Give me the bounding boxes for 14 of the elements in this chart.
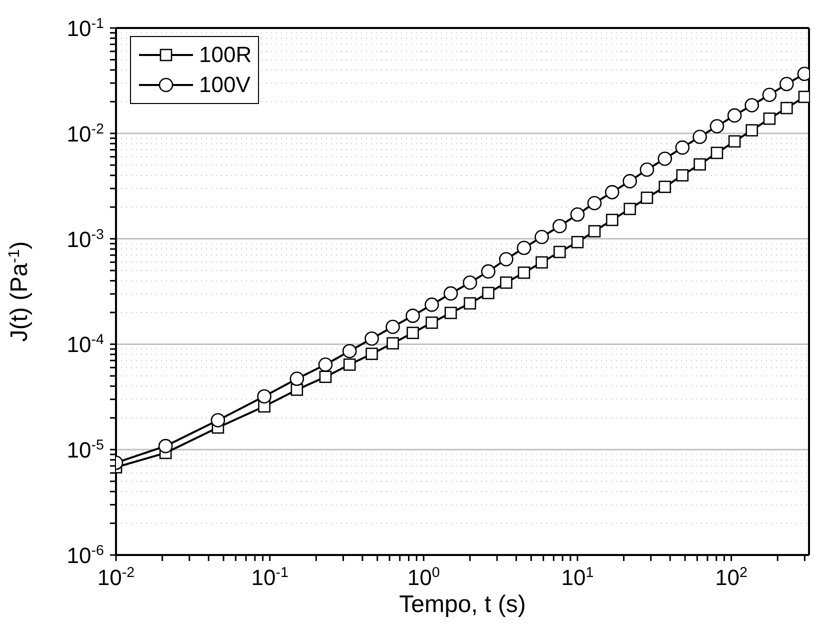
x-tick-label: 10$^{-1}$ [251, 565, 288, 590]
x-axis-title: Tempo, t (s) [399, 591, 526, 618]
y-tick-label: 10$^{-5}$ [66, 438, 104, 463]
legend-label: 100R [199, 42, 252, 68]
y-tick-label: 10$^{-1}$ [66, 16, 104, 41]
y-tick-label: 10$^{-6}$ [66, 543, 104, 568]
y-tick-label: 10$^{-4}$ [66, 332, 104, 358]
legend-label: 100V [199, 72, 250, 98]
x-tick-label: 10$^{2}$ [715, 565, 748, 590]
x-tick-label: 10$^{0}$ [407, 565, 440, 590]
x-tick-label: 10$^{1}$ [561, 565, 594, 590]
x-tick-label: 10$^{-2}$ [97, 565, 135, 590]
y-tick-label: 10$^{-3}$ [66, 226, 104, 252]
y-tick-label: 10$^{-2}$ [66, 121, 104, 146]
